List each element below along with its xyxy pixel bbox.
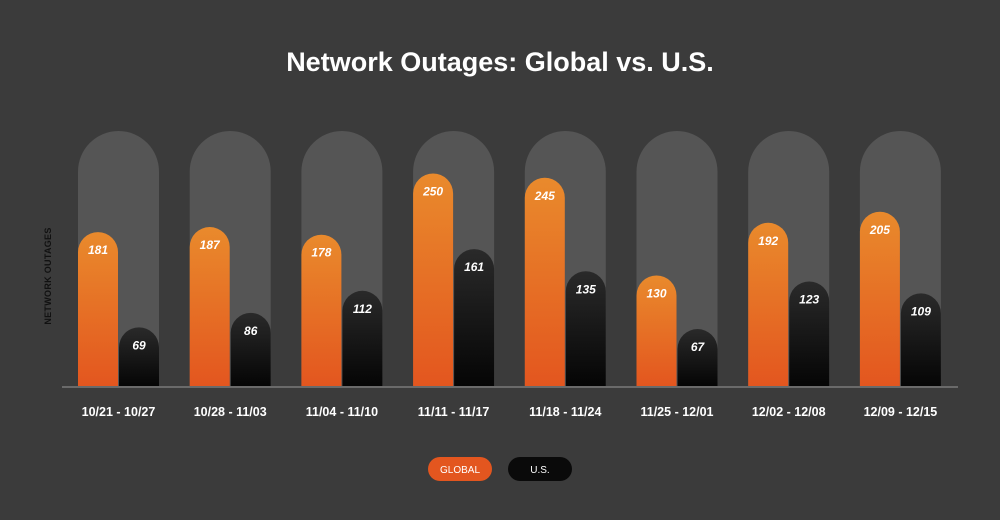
bar-global-10-28-11-03 bbox=[189, 227, 230, 386]
chart-title: Network Outages: Global vs. U.S. bbox=[286, 47, 714, 77]
legend-label-global: GLOBAL bbox=[440, 465, 480, 476]
bar-global-11-18-11-24 bbox=[524, 177, 565, 386]
bar-global-11-11-11-17 bbox=[413, 173, 454, 386]
data-label-u-s-12-09-12-15: 109 bbox=[911, 304, 931, 318]
legend-swatch-u-s bbox=[508, 457, 572, 481]
category-label-10-21-10-27: 10/21 - 10/27 bbox=[82, 405, 156, 419]
bar-global-12-09-12-15 bbox=[859, 211, 900, 386]
bar-u-s-10-28-11-03 bbox=[230, 312, 271, 386]
bar-u-s-10-21-10-27 bbox=[119, 327, 159, 386]
bars: 181 69 187 86 178 112 250 161 245 135 130 67 192 123 2… bbox=[78, 173, 941, 386]
legend: GLOBAL U.S. bbox=[428, 457, 572, 481]
bar-global-11-25-12-01 bbox=[636, 275, 677, 386]
bar-u-s-11-18-11-24 bbox=[565, 271, 606, 386]
bar-u-s-11-11-11-17 bbox=[454, 249, 495, 386]
data-label-global-10-28-11-03: 187 bbox=[200, 238, 221, 252]
bar-global-11-04-11-10 bbox=[301, 234, 342, 386]
category-label-11-04-11-10: 11/04 - 11/10 bbox=[306, 405, 378, 419]
bar-u-s-12-02-12-08 bbox=[789, 281, 830, 386]
bar-global-12-02-12-08 bbox=[748, 222, 789, 386]
category-label-12-02-12-08: 12/02 - 12/08 bbox=[752, 405, 826, 419]
bar-u-s-12-09-12-15 bbox=[900, 293, 941, 386]
data-label-global-10-21-10-27: 181 bbox=[88, 243, 108, 257]
data-label-global-11-25-12-01: 130 bbox=[646, 287, 666, 301]
data-label-u-s-11-11-11-17: 161 bbox=[464, 260, 484, 274]
category-label-11-11-11-17: 11/11 - 11/17 bbox=[418, 405, 490, 419]
legend-label-u-s: U.S. bbox=[530, 465, 549, 476]
category-label-11-25-12-01: 11/25 - 12/01 bbox=[641, 405, 714, 419]
data-label-u-s-11-04-11-10: 112 bbox=[353, 302, 372, 316]
bar-u-s-11-04-11-10 bbox=[342, 290, 383, 386]
y-axis-label: NETWORK OUTAGES bbox=[43, 227, 53, 324]
data-label-global-11-18-11-24: 245 bbox=[534, 189, 555, 203]
data-label-global-11-11-11-17: 250 bbox=[422, 185, 443, 199]
legend-swatch-global bbox=[428, 457, 492, 481]
bar-global-10-21-10-27 bbox=[78, 232, 118, 386]
data-label-u-s-11-25-12-01: 67 bbox=[691, 340, 706, 354]
data-label-global-12-09-12-15: 205 bbox=[869, 223, 890, 237]
data-label-global-11-04-11-10: 178 bbox=[311, 246, 331, 260]
category-label-11-18-11-24: 11/18 - 11/24 bbox=[529, 405, 601, 419]
data-label-u-s-10-28-11-03: 86 bbox=[244, 324, 258, 338]
data-label-u-s-10-21-10-27: 69 bbox=[132, 338, 146, 352]
category-label-10-28-11-03: 10/28 - 11/03 bbox=[194, 405, 267, 419]
category-labels: 10/21 - 10/27 10/28 - 11/03 11/04 - 11/10 1… bbox=[82, 405, 938, 419]
category-label-12-09-12-15: 12/09 - 12/15 bbox=[864, 405, 938, 419]
data-label-u-s-11-18-11-24: 135 bbox=[576, 282, 596, 296]
data-label-global-12-02-12-08: 192 bbox=[758, 234, 778, 248]
data-label-u-s-12-02-12-08: 123 bbox=[799, 292, 819, 306]
bar-u-s-11-25-12-01 bbox=[677, 329, 718, 386]
